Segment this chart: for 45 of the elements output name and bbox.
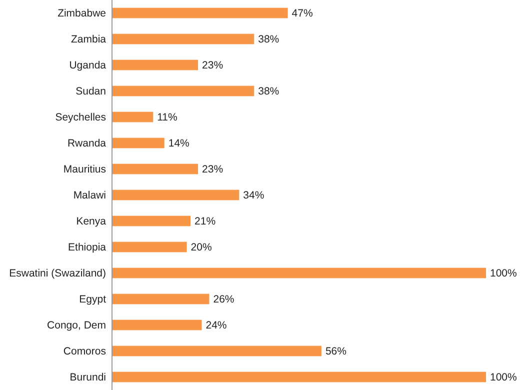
y-tick-label: Comoros — [63, 346, 106, 358]
data-label: 20% — [190, 242, 212, 254]
bar — [112, 268, 486, 278]
bar — [112, 242, 187, 252]
y-tick-label: Kenya — [76, 216, 106, 228]
bar — [112, 8, 288, 18]
data-label: 23% — [202, 60, 224, 72]
bar — [112, 60, 198, 70]
bar — [112, 190, 240, 200]
y-tick-label: Mauritius — [63, 164, 106, 176]
y-tick-label: Zambia — [70, 34, 106, 46]
bar — [112, 372, 486, 382]
y-tick-label: Egypt — [79, 294, 106, 306]
bar — [112, 216, 191, 226]
y-tick-label: Uganda — [69, 60, 106, 72]
bar — [112, 112, 154, 122]
bar — [112, 34, 254, 44]
data-label: 24% — [206, 320, 227, 332]
bar — [112, 346, 322, 356]
bar — [112, 138, 164, 148]
bar — [112, 294, 210, 304]
bar — [112, 320, 202, 330]
data-label: 56% — [325, 346, 346, 358]
bar — [112, 164, 198, 174]
y-tick-label: Congo, Dem — [47, 320, 106, 332]
data-label: 38% — [258, 86, 280, 98]
data-label: 23% — [202, 164, 224, 176]
y-tick-label: Eswatini (Swaziland) — [9, 268, 106, 280]
y-tick-label: Sudan — [76, 86, 106, 98]
y-tick-label: Seychelles — [55, 112, 106, 124]
y-tick-label: Burundi — [70, 372, 106, 384]
data-label: 100% — [490, 268, 517, 280]
y-tick-label: Zimbabwe — [58, 8, 106, 20]
y-tick-label: Rwanda — [67, 138, 106, 150]
bar — [112, 86, 254, 96]
data-label: 26% — [213, 294, 234, 306]
data-label: 11% — [157, 112, 178, 124]
data-label: 38% — [258, 34, 280, 46]
data-label: 21% — [194, 216, 216, 228]
data-label: 47% — [292, 8, 313, 20]
data-label: 14% — [168, 138, 190, 150]
y-tick-label: Malawi — [73, 190, 106, 202]
data-label: 34% — [243, 190, 264, 202]
y-tick-label: Ethiopia — [68, 242, 106, 254]
data-label: 100% — [490, 372, 517, 384]
